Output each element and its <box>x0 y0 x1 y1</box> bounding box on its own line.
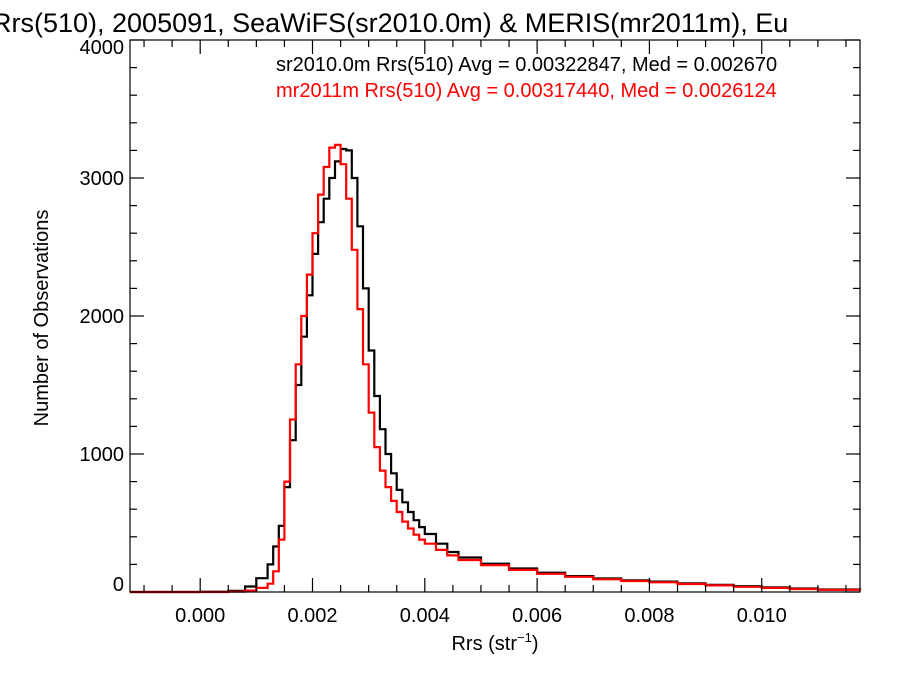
x-axis-label-main: Rrs (str <box>451 633 517 655</box>
legend-entry-sr2010: sr2010.0m Rrs(510) Avg = 0.00322847, Med… <box>276 54 777 76</box>
y-tick-label: 0 <box>113 574 124 596</box>
chart-title: Rrs(510), 2005091, SeaWiFS(sr2010.0m) & … <box>0 8 788 38</box>
series-line-mr2011m <box>130 143 862 594</box>
x-axis-label: Rrs (str−1) <box>451 630 538 655</box>
x-tick-label: 0.000 <box>175 605 225 627</box>
series-layer <box>130 143 862 594</box>
legend-entry-mr2011: mr2011m Rrs(510) Avg = 0.00317440, Med =… <box>276 80 777 102</box>
x-tick-label: 0.002 <box>287 605 337 627</box>
y-axis-label: Number of Observations <box>31 210 53 427</box>
x-axis-label-close: ) <box>532 633 539 655</box>
y-tick-label: 1000 <box>80 444 125 466</box>
x-tick-label: 0.004 <box>400 605 450 627</box>
y-tick-label: 2000 <box>80 306 125 328</box>
series-line-sr2010.0m <box>130 147 862 594</box>
x-tick-label: 0.010 <box>737 605 787 627</box>
x-tick-labels: 0.000 0.002 0.004 0.006 0.008 0.010 <box>175 605 787 627</box>
x-tick-label: 0.008 <box>624 605 674 627</box>
ticks-layer <box>130 39 860 593</box>
y-tick-label: 4000 <box>80 37 125 59</box>
plot-frame <box>129 39 861 593</box>
y-tick-labels: 0 1000 2000 3000 4000 <box>80 37 125 596</box>
x-tick-label: 0.006 <box>512 605 562 627</box>
y-tick-label: 3000 <box>80 168 125 190</box>
x-axis-label-superscript: −1 <box>517 630 532 645</box>
